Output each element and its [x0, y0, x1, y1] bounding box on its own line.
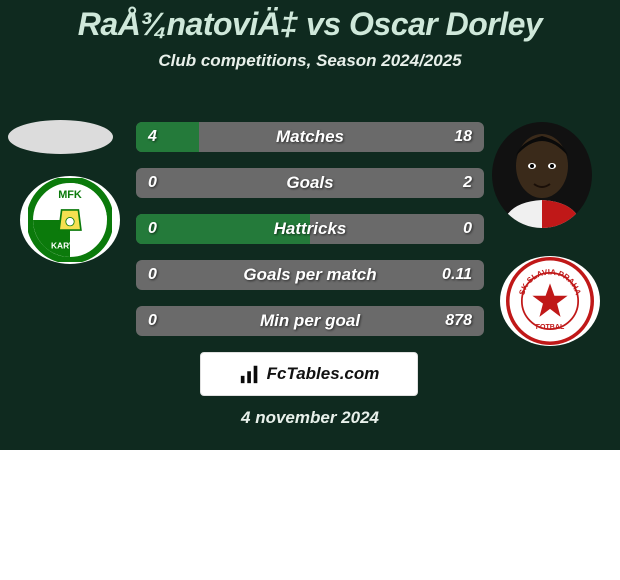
page-title: RaÅ¾natoviÄ‡ vs Oscar Dorley [0, 0, 620, 43]
club-right-logo-icon: SK SLAVIA PRAHA FOTBAL [506, 257, 594, 345]
stat-row: 00Hattricks [136, 214, 484, 244]
player-right-avatar [492, 122, 592, 228]
stat-label: Goals [136, 168, 484, 198]
player-left-avatar [8, 120, 113, 154]
comparison-card: RaÅ¾natoviÄ‡ vs Oscar Dorley Club compet… [0, 0, 620, 450]
bar-chart-icon [239, 363, 261, 385]
stat-label: Goals per match [136, 260, 484, 290]
stat-label: Matches [136, 122, 484, 152]
svg-text:KARVINÁ: KARVINÁ [51, 240, 89, 251]
stat-row: 418Matches [136, 122, 484, 152]
player-right-icon [492, 122, 592, 228]
date-text: 4 november 2024 [0, 408, 620, 428]
svg-text:MFK: MFK [58, 189, 82, 201]
svg-text:FOTBAL: FOTBAL [536, 324, 565, 331]
brand-box: FcTables.com [200, 352, 418, 396]
club-left-logo-icon: MFK KARVINÁ [28, 178, 112, 262]
club-right-badge: SK SLAVIA PRAHA FOTBAL [500, 256, 600, 346]
stat-row: 0878Min per goal [136, 306, 484, 336]
brand-text: FcTables.com [267, 364, 380, 384]
stats-region: 418Matches 02Goals 00Hattricks 00.11Goals p… [136, 122, 484, 352]
stat-label: Min per goal [136, 306, 484, 336]
stat-row: 02Goals [136, 168, 484, 198]
stat-row: 00.11Goals per match [136, 260, 484, 290]
subtitle: Club competitions, Season 2024/2025 [0, 51, 620, 71]
stat-label: Hattricks [136, 214, 484, 244]
club-left-badge: MFK KARVINÁ [20, 176, 120, 264]
